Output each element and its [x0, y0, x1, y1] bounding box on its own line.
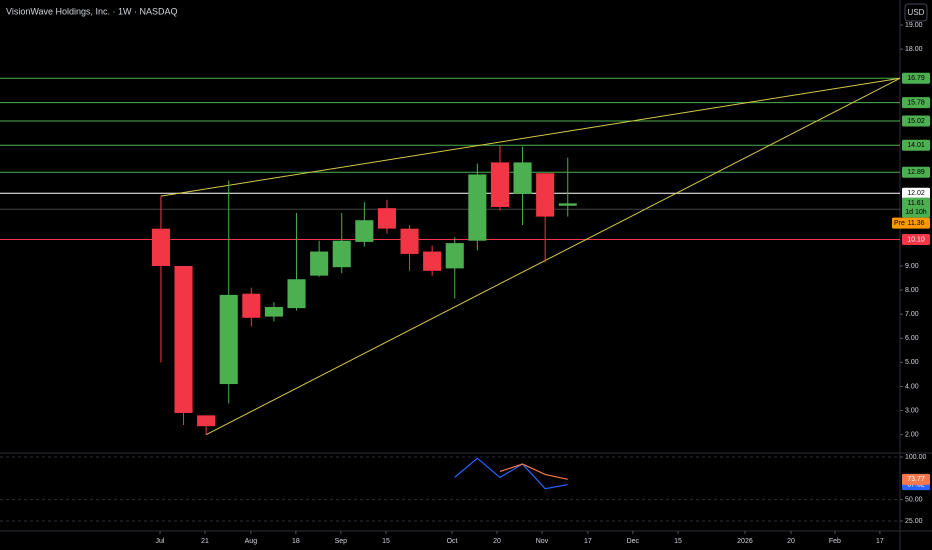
- y-tick-label: 25.00: [905, 518, 923, 525]
- y-tick-label: 4.00: [905, 383, 919, 390]
- x-tick-label: 2026: [737, 538, 753, 545]
- price-tag-label: 16.79: [907, 75, 925, 82]
- candle-body: [536, 173, 555, 217]
- y-tick-label: 50.00: [905, 496, 923, 503]
- y-tick-label: 9.00: [905, 263, 919, 270]
- countdown-label: 1d 10h: [905, 209, 927, 216]
- last-price-tag: [902, 197, 930, 218]
- candle-body: [468, 174, 487, 241]
- candle: [264, 302, 283, 322]
- price-tag-label: 15.02: [907, 118, 925, 125]
- price-tag: [902, 187, 930, 199]
- currency-label[interactable]: USD: [908, 8, 925, 17]
- price-tag: [902, 97, 930, 109]
- candle: [332, 212, 351, 274]
- x-tick-label: 17: [584, 538, 592, 545]
- price-tag-label: 15.78: [907, 99, 925, 106]
- candle: [377, 199, 396, 234]
- last-price-label: 11.61: [908, 200, 925, 207]
- chart-title: VisionWave Holdings, Inc. · 1W · NASDAQ: [6, 6, 178, 16]
- x-tick-label: Oct: [447, 538, 458, 545]
- price-tag: [902, 233, 930, 245]
- candle: [287, 212, 306, 311]
- candle-body: [242, 293, 261, 318]
- price-tag-label: 10.10: [907, 236, 925, 243]
- candle-body: [174, 265, 193, 413]
- x-tick-label: Dec: [627, 538, 640, 545]
- y-tick-label: 100.00: [905, 454, 927, 461]
- candle: [536, 173, 555, 263]
- candle-body: [287, 279, 306, 309]
- candle: [151, 196, 170, 363]
- y-tick-label: 5.00: [905, 359, 919, 366]
- candle: [490, 145, 509, 211]
- x-tick-label: 17: [876, 538, 884, 545]
- y-tick-label: 2.00: [905, 431, 919, 438]
- premarket-tag: [892, 217, 930, 229]
- candle-body: [332, 240, 351, 268]
- candle-body: [310, 251, 329, 276]
- price-tag: [902, 166, 930, 178]
- currency-button[interactable]: [904, 3, 928, 22]
- candle: [219, 180, 238, 404]
- price-tag-label: 67.62: [907, 481, 925, 488]
- candle: [423, 245, 442, 276]
- price-tag: [902, 473, 930, 485]
- price-tag-label: 14.01: [907, 142, 925, 149]
- candle: [558, 157, 577, 217]
- indicator-line: [454, 457, 568, 490]
- candle: [400, 225, 419, 271]
- candle-body: [400, 228, 419, 254]
- candle-body: [197, 415, 216, 427]
- price-tag-label: 73.77: [907, 476, 925, 483]
- price-tag: [902, 115, 930, 127]
- y-tick-label: 3.00: [905, 407, 919, 414]
- candle: [468, 163, 487, 251]
- x-tick-label: 20: [493, 538, 501, 545]
- trend-line: [160, 77, 901, 197]
- y-tick-label: 8.00: [905, 287, 919, 294]
- candle-body: [264, 306, 283, 317]
- candle: [445, 237, 464, 299]
- x-tick-label: 20: [787, 538, 795, 545]
- candle-body: [490, 162, 509, 207]
- price-tag-label: 12.02: [907, 190, 925, 197]
- price-tag: [902, 72, 930, 84]
- x-tick-label: Aug: [245, 538, 258, 545]
- indicator-line: [499, 463, 568, 480]
- x-tick-label: Feb: [829, 538, 841, 545]
- x-tick-label: Nov: [536, 538, 549, 545]
- candle-body: [355, 220, 374, 242]
- trend-line: [205, 77, 901, 436]
- candle: [355, 202, 374, 247]
- x-tick-label: 15: [382, 538, 390, 545]
- y-tick-label: 6.00: [905, 335, 919, 342]
- candle-body: [377, 208, 396, 229]
- candle-body: [513, 162, 532, 194]
- x-tick-label: Jul: [156, 538, 165, 545]
- premarket-tag-name: Pre: [894, 220, 905, 227]
- candle-body: [558, 203, 577, 206]
- y-tick-label: 7.00: [905, 311, 919, 318]
- candle: [513, 146, 532, 226]
- premarket-tag-label: 11.36: [908, 220, 925, 227]
- candle: [197, 415, 216, 435]
- candle-body: [445, 243, 464, 269]
- candle-body: [423, 251, 442, 271]
- candle: [174, 265, 193, 426]
- candle: [310, 240, 329, 277]
- price-tag: [902, 139, 930, 151]
- x-tick-label: Sep: [335, 538, 348, 545]
- candle: [242, 287, 261, 327]
- candle-body: [219, 294, 238, 385]
- y-tick-label: 18.00: [905, 46, 923, 53]
- candle-body: [151, 228, 170, 266]
- x-tick-label: 21: [201, 538, 209, 545]
- x-tick-label: 15: [674, 538, 682, 545]
- y-tick-label: 19.00: [905, 22, 923, 29]
- price-tag-label: 12.89: [907, 169, 925, 176]
- x-tick-label: 18: [292, 538, 300, 545]
